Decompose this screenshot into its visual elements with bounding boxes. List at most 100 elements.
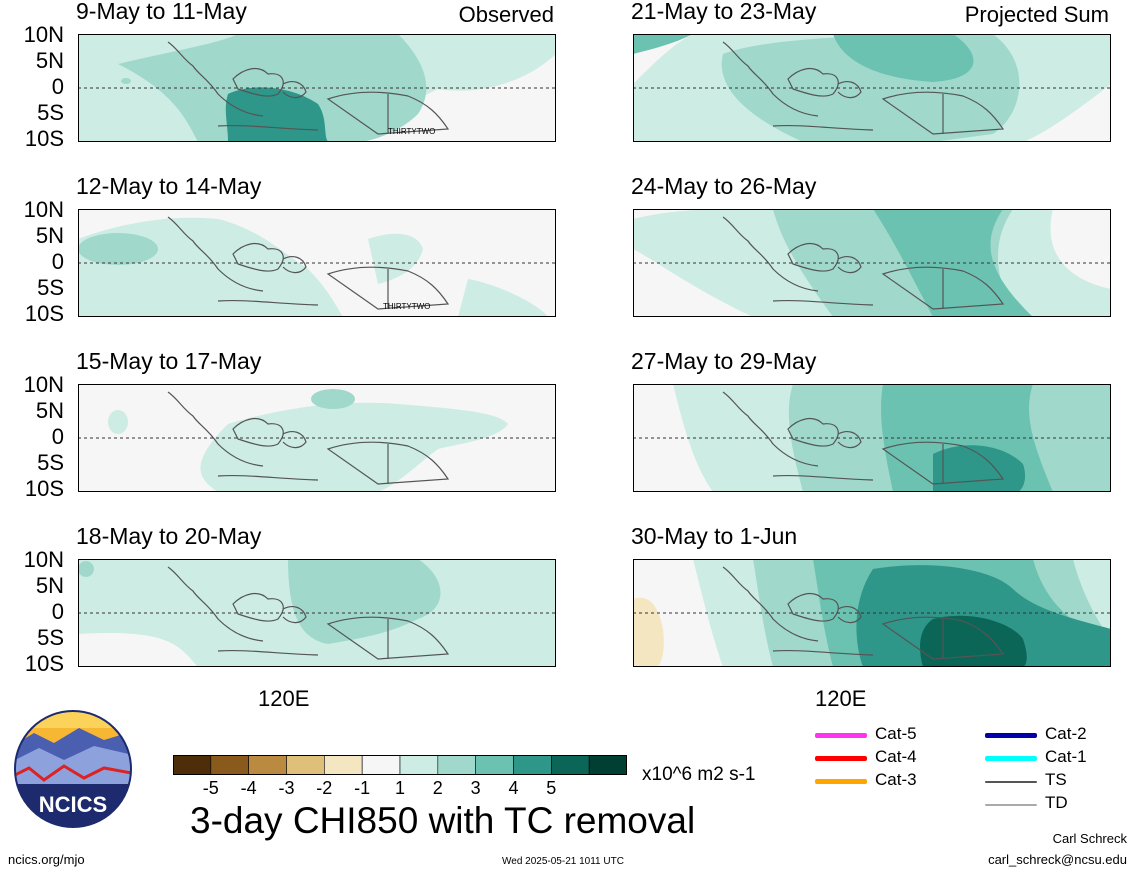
website-link[interactable]: ncics.org/mjo (8, 852, 85, 867)
lat-label-10n: 10N (23, 197, 64, 222)
colorbar-cell (475, 755, 514, 775)
panel-title: 30-May to 1-Jun (631, 523, 798, 549)
map-panel-proj-2: 24-May to 26-May (555, 173, 1115, 350)
legend-swatch (815, 733, 867, 738)
map-panel-proj-1: 21-May to 23-May Projected Sum (555, 0, 1115, 175)
legend-swatch (815, 756, 867, 761)
lat-label-eq: 0 (51, 249, 64, 274)
map-panel-obs-2: 12-May to 14-May 10N 5N 0 5S 10S THIRTYT… (0, 173, 560, 350)
lon-label-left: 120E (258, 686, 310, 711)
colorbar (173, 755, 627, 775)
legend-label: Cat-1 (1045, 747, 1087, 766)
panel-title: 12-May to 14-May (76, 173, 262, 199)
chi850-map (633, 559, 1111, 667)
colorbar-cell (248, 755, 287, 775)
panel-title: 15-May to 17-May (76, 348, 262, 374)
chi850-map (78, 384, 556, 492)
lat-label-eq: 0 (51, 424, 64, 449)
colorbar-cell (361, 755, 401, 775)
map-panel-obs-4: 18-May to 20-May 10N 5N 0 5S 10S (0, 523, 560, 700)
colorbar-cell (437, 755, 476, 775)
timestamp: Wed 2025-05-21 1011 UTC (502, 856, 624, 867)
colorbar-tick-label: 5 (546, 778, 557, 798)
panel-title: 27-May to 29-May (631, 348, 817, 374)
map-panel-obs-1: 9-May to 11-May Observed 10N 5N 0 5S 10S… (0, 0, 560, 175)
lat-label-5n: 5N (35, 223, 64, 248)
coastline (167, 216, 450, 310)
lat-label-10s: 10S (24, 651, 64, 676)
lat-label-10s: 10S (24, 476, 64, 501)
chi850-map: THIRTYTWO (78, 34, 556, 142)
lat-label-10s: 10S (24, 301, 64, 326)
legend-swatch (985, 733, 1037, 738)
panel-title: 9-May to 11-May (76, 0, 247, 24)
legend-label: Cat-4 (875, 747, 917, 766)
colorbar-tick-label: -5 (202, 778, 219, 798)
lat-label-5s: 5S (37, 100, 64, 125)
projected-sum-label: Projected Sum (964, 2, 1109, 27)
legend-label: TD (1045, 793, 1068, 812)
colorbar-tick-label: -1 (354, 778, 371, 798)
lat-label-10n: 10N (23, 547, 64, 572)
colorbar-tick-label: 2 (432, 778, 443, 798)
coastline (167, 391, 450, 485)
legend-label: Cat-2 (1045, 724, 1087, 743)
map-panel-proj-4: 30-May to 1-Jun (555, 523, 1115, 700)
panel-title: 21-May to 23-May (631, 0, 817, 24)
chi850-map (633, 384, 1111, 492)
coastline (167, 41, 450, 135)
legend-swatch (985, 756, 1037, 761)
panel-title: 24-May to 26-May (631, 173, 817, 199)
lat-label-5s: 5S (37, 275, 64, 300)
lat-label-10s: 10S (24, 126, 64, 151)
chi850-map: THIRTYTWO (78, 209, 556, 317)
map-panel-proj-3: 27-May to 29-May (555, 348, 1115, 525)
lon-label-right: 120E (815, 686, 867, 711)
colorbar-cell (210, 755, 249, 775)
coastline (722, 216, 1005, 310)
author-email[interactable]: carl_schreck@ncsu.edu (988, 852, 1127, 867)
figure-title: 3-day CHI850 with TC removal (190, 800, 696, 841)
legend-label: Cat-3 (875, 770, 917, 789)
colorbar-tick-label: 1 (394, 778, 405, 798)
colorbar-cell (513, 755, 552, 775)
colorbar-cell (324, 755, 363, 775)
colorbar-tick-label: -4 (240, 778, 257, 798)
legend-label: Cat-5 (875, 724, 917, 743)
coastline (167, 566, 450, 660)
observed-label: Observed (458, 2, 554, 27)
colorbar-cell (551, 755, 590, 775)
coastline (722, 566, 1005, 660)
colorbar-tick-label: -2 (316, 778, 333, 798)
legend-swatch (815, 779, 867, 784)
legend-label: TS (1045, 770, 1067, 789)
colorbar-cell (588, 755, 627, 775)
chi850-map (633, 209, 1111, 317)
coastline (722, 41, 1005, 135)
lat-label-10n: 10N (23, 22, 64, 47)
ncics-logo: NCICS (14, 710, 132, 828)
colorbar-units: x10^6 m2 s-1 (642, 764, 756, 785)
lat-label-5s: 5S (37, 450, 64, 475)
colorbar-cell (173, 755, 212, 775)
lat-label-5n: 5N (35, 573, 64, 598)
panel-title: 18-May to 20-May (76, 523, 262, 549)
lat-label-eq: 0 (51, 599, 64, 624)
colorbar-tick-label: -3 (278, 778, 295, 798)
legend-swatch (985, 781, 1037, 783)
storm-label: THIRTYTWO (383, 302, 430, 311)
lat-label-10n: 10N (23, 372, 64, 397)
chi850-map (633, 34, 1111, 142)
legend-swatch (985, 804, 1037, 806)
storm-label: THIRTYTWO (388, 127, 435, 136)
lat-label-5s: 5S (37, 625, 64, 650)
lat-label-eq: 0 (51, 74, 64, 99)
author-name: Carl Schreck (1052, 831, 1127, 846)
colorbar-tick-label: 4 (508, 778, 519, 798)
colorbar-cell (286, 755, 325, 775)
map-panel-obs-3: 15-May to 17-May 10N 5N 0 5S 10S (0, 348, 560, 525)
logo-text: NCICS (39, 792, 107, 817)
lat-label-5n: 5N (35, 398, 64, 423)
lat-label-5n: 5N (35, 48, 64, 73)
chi850-map (78, 559, 556, 667)
